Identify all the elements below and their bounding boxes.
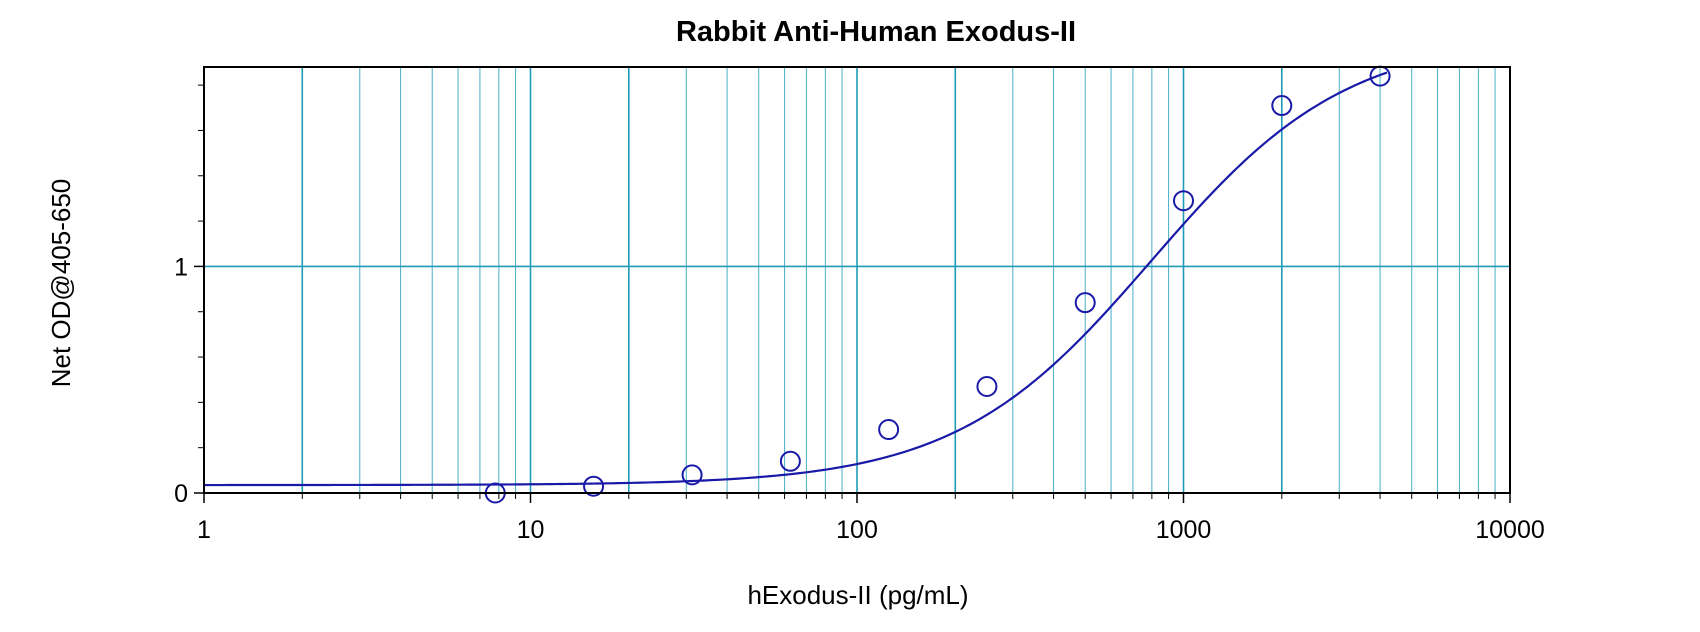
x-tick-label: 100 (836, 516, 878, 544)
data-point (681, 464, 703, 486)
y-tick-label: 0 (174, 480, 188, 508)
fit-curve-group (204, 71, 1388, 487)
data-points (484, 65, 1391, 504)
y-tick-label: 1 (174, 253, 188, 281)
x-tick-label: 1000 (1156, 516, 1212, 544)
fit-curve (204, 71, 1388, 487)
y-axis-label: Net OD@405-650 (46, 179, 76, 388)
data-point (976, 376, 998, 397)
x-tick-label: 10 (517, 516, 545, 544)
data-point (878, 419, 900, 441)
data-point (1271, 95, 1293, 117)
data-point (1173, 190, 1194, 212)
grid (204, 67, 1510, 493)
chart-title: Rabbit Anti-Human Exodus-II (676, 16, 1076, 48)
x-tick-label: 1 (197, 516, 211, 544)
data-point (779, 450, 801, 472)
x-tick-label: 10000 (1475, 516, 1545, 544)
data-point (583, 475, 605, 497)
x-axis-label: hExodus-II (pg/mL) (747, 580, 968, 610)
data-point (1074, 292, 1096, 314)
